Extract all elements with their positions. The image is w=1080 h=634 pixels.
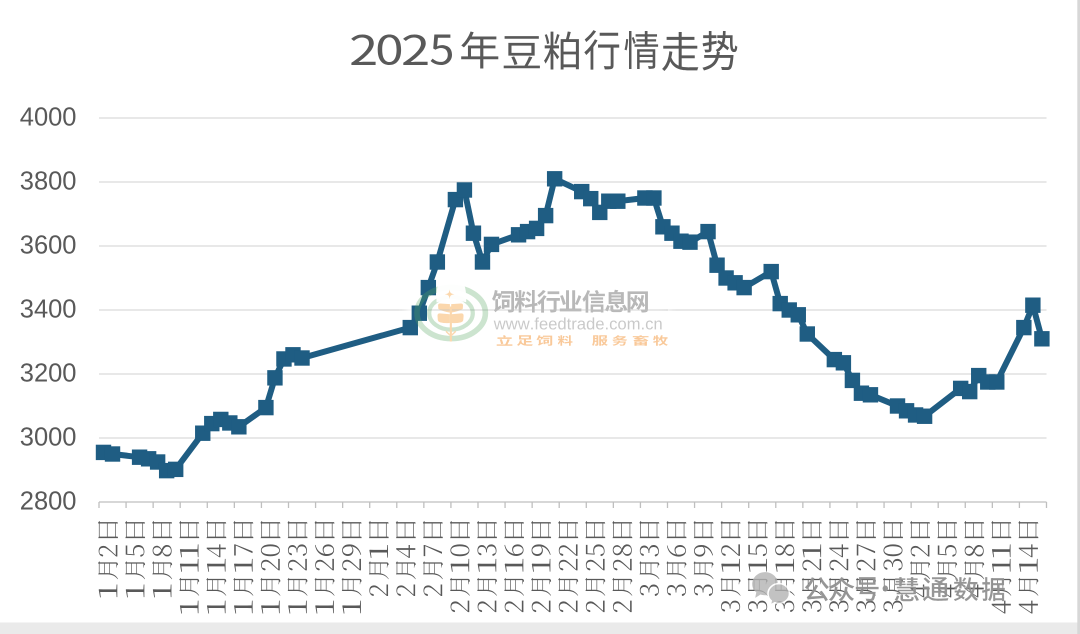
- svg-text:2800: 2800: [20, 488, 77, 516]
- svg-text:4000: 4000: [20, 104, 77, 132]
- svg-text:3200: 3200: [20, 360, 77, 388]
- svg-text:3000: 3000: [20, 424, 77, 452]
- svg-text:3400: 3400: [20, 296, 77, 324]
- svg-text:3600: 3600: [20, 232, 77, 260]
- svg-text:3800: 3800: [20, 168, 77, 196]
